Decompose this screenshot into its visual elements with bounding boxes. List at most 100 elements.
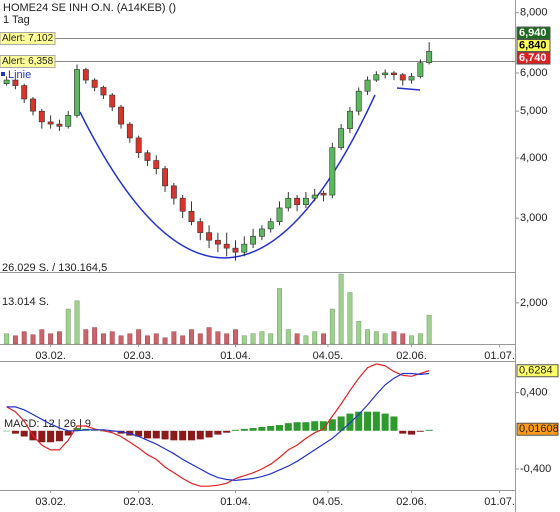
candle-body: [109, 94, 116, 108]
volume-bar: [417, 333, 423, 345]
histogram-bar: [399, 430, 407, 434]
volume-bar: [347, 292, 353, 345]
alert-label: Alert: 7,102: [2, 33, 54, 44]
histogram-bar: [20, 430, 28, 437]
y-tick-label: 8,000: [520, 7, 548, 19]
volume-bar: [224, 333, 230, 345]
volume-bar: [197, 333, 203, 345]
histogram-bar: [196, 430, 204, 440]
candle-body: [276, 207, 283, 222]
histogram-bar: [302, 422, 310, 431]
price-badge-label: 6,840: [519, 39, 547, 51]
volume-bar: [259, 331, 265, 345]
candle-body: [399, 74, 406, 81]
candle-body: [74, 69, 80, 116]
volume-bar: [83, 329, 89, 345]
macd-title: MACD: 12 | 26 | 9: [4, 418, 91, 430]
candle-body: [426, 51, 433, 64]
histogram-bar: [223, 430, 231, 433]
x-tick-label: 01.07.: [484, 350, 515, 362]
candle-body: [329, 147, 336, 196]
candle-body: [126, 123, 133, 139]
histogram-bar: [47, 430, 55, 443]
histogram-bar: [320, 421, 328, 431]
volume-bar: [233, 329, 238, 345]
volume-bar: [215, 331, 221, 345]
y-tick-label: 5,000: [520, 105, 548, 117]
histogram-bar: [143, 430, 151, 439]
x-tick-label: 01.07.: [484, 496, 515, 508]
candle-body: [285, 197, 292, 209]
y-tick-label: 4,000: [520, 152, 548, 164]
candle-body: [30, 98, 36, 112]
x-tick-label: 04.05.: [313, 496, 344, 508]
x-tick-label: 02.03.: [123, 350, 154, 362]
histogram-bar: [258, 426, 266, 431]
candle-body: [100, 87, 107, 96]
volume-bar: [136, 329, 142, 345]
macd-line: [6, 363, 430, 487]
x-tick-label: 04.05.: [313, 350, 344, 362]
volume-bar: [39, 329, 45, 345]
candle-body: [82, 69, 89, 81]
candle-body: [294, 197, 301, 205]
volume-bar: [365, 329, 370, 345]
x-tick-label: 03.02.: [35, 496, 66, 508]
histogram-bar: [249, 427, 257, 431]
candle-body: [320, 192, 327, 196]
candle-body: [144, 152, 151, 161]
candle-body: [162, 168, 169, 187]
histogram-bar: [425, 429, 433, 431]
histogram-bar: [73, 427, 81, 431]
value-badge: [516, 364, 559, 378]
chart-title: HOME24 SE INH O.N. (A14KEB) (): [3, 2, 176, 14]
histogram-bar: [38, 430, 46, 443]
volume-bar: [65, 308, 71, 345]
volume-bar: [312, 331, 318, 345]
price-badge: [516, 51, 551, 65]
histogram-bar: [364, 411, 372, 431]
histogram-bar: [355, 411, 363, 431]
y-tick-label: -0,400: [520, 463, 551, 475]
candle-body: [223, 243, 230, 249]
volume-bar: [303, 335, 309, 345]
volume-bar: [171, 331, 177, 345]
histogram-bar: [337, 416, 345, 431]
histogram-bar: [284, 423, 292, 431]
price-badge: [516, 26, 551, 40]
volume-bar: [48, 333, 54, 345]
candle-body: [250, 236, 257, 245]
x-tick-label: 02.06.: [396, 350, 427, 362]
candle-body: [408, 76, 415, 81]
histogram-bar: [275, 425, 284, 431]
histogram-bar: [293, 422, 301, 431]
volume-bar: [109, 331, 115, 345]
histogram-bar: [55, 430, 63, 442]
histogram-bar: [135, 430, 143, 437]
candle-body: [188, 210, 195, 222]
price-badge-label: 6,940: [519, 27, 547, 39]
y-tick-label: 6,000: [520, 67, 548, 79]
histogram-bar: [187, 430, 195, 441]
histogram-bar: [346, 413, 354, 431]
volume-bar: [162, 337, 168, 345]
x-tick-label: 01.04.: [220, 350, 251, 362]
candle-body: [311, 194, 318, 199]
candle-body: [118, 106, 124, 125]
volume-bar: [356, 321, 362, 345]
alert-box: [0, 32, 56, 45]
histogram-bar: [179, 430, 187, 441]
volume-bar: [180, 335, 186, 345]
volume-title: 26.029 S. / 130.164,5: [2, 262, 107, 274]
histogram-bar: [214, 430, 222, 435]
candle-body: [346, 110, 353, 129]
candle-body: [232, 247, 239, 253]
candle-body: [170, 185, 177, 199]
candle-body: [21, 85, 28, 100]
histogram-bar: [152, 430, 160, 439]
volume-bar: [189, 329, 194, 345]
candle-body: [391, 72, 397, 76]
volume-bar: [74, 300, 80, 345]
volume-bar: [391, 331, 397, 345]
histogram-bar: [3, 430, 11, 432]
